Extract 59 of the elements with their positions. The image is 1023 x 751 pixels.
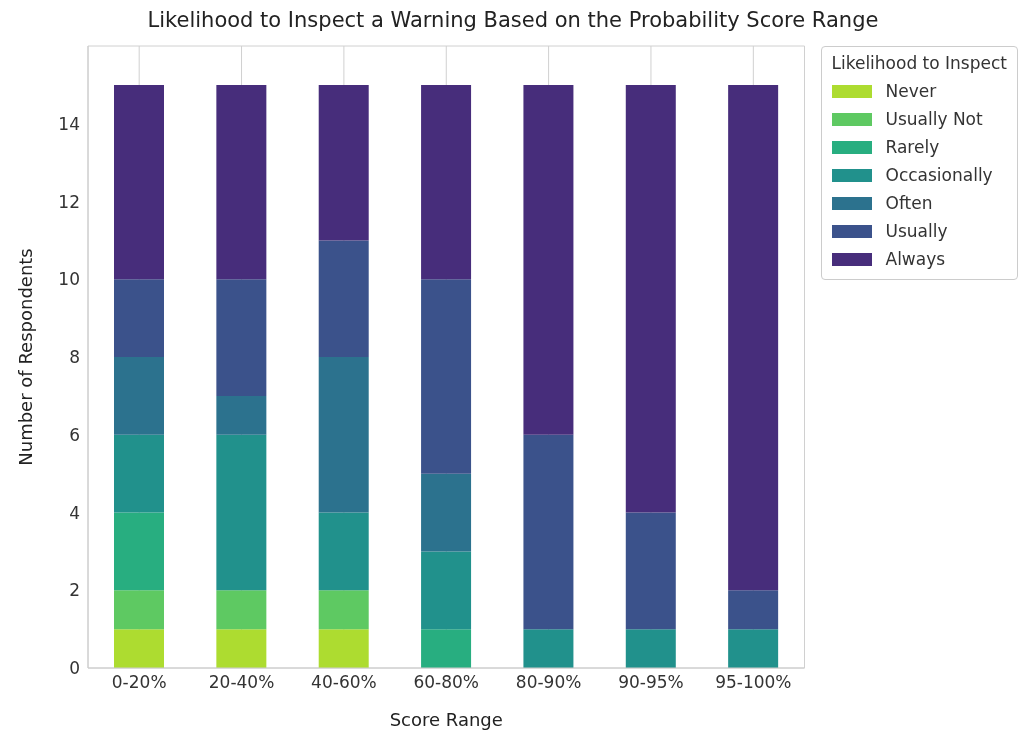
legend-label: Rarely <box>885 137 940 157</box>
bar <box>216 629 267 668</box>
bar <box>114 629 164 668</box>
bar <box>114 279 164 357</box>
bar <box>318 512 369 591</box>
y-tick-label: 10 <box>58 269 80 290</box>
bar <box>114 84 164 280</box>
legend-title: Likelihood to Inspect <box>831 53 1007 73</box>
chart-title: Likelihood to Inspect a Warning Based on the Probability Score Range <box>146 8 880 32</box>
bar <box>216 590 267 630</box>
bar <box>318 240 369 357</box>
y-tick-label: 8 <box>69 347 80 368</box>
bar <box>421 629 472 668</box>
bar <box>318 357 369 513</box>
bar <box>523 629 574 668</box>
bar <box>523 434 574 630</box>
y-tick-label: 14 <box>58 113 80 134</box>
legend-label: Usually <box>885 221 948 241</box>
x-tick-label: 60-80% <box>413 672 480 693</box>
bar <box>625 84 676 513</box>
bar <box>114 512 164 591</box>
legend-label: Usually Not <box>885 109 983 129</box>
y-tick-label: 4 <box>69 502 80 523</box>
y-axis-title: Number of Respondents <box>15 248 37 466</box>
y-tick-label: 2 <box>69 580 80 601</box>
bar <box>421 551 472 630</box>
legend-label: Often <box>885 193 933 213</box>
legend-label: Always <box>885 249 946 269</box>
y-tick-label: 12 <box>58 191 80 212</box>
bar <box>318 84 369 241</box>
bar <box>421 473 472 552</box>
x-axis-title: Score Range <box>389 709 503 730</box>
y-tick-label: 6 <box>69 424 80 445</box>
x-tick-label: 95-100% <box>715 672 792 693</box>
bar <box>421 84 472 280</box>
x-tick-label: 40-60% <box>311 672 377 693</box>
legend-label: Occasionally <box>885 165 993 185</box>
x-tick-label: 20-40% <box>208 672 275 693</box>
bar <box>728 629 779 668</box>
bar <box>523 84 574 435</box>
bar <box>216 434 267 591</box>
bar <box>728 590 779 630</box>
bar <box>728 84 779 591</box>
bar <box>216 395 267 435</box>
legend-label: Never <box>885 81 937 101</box>
bar <box>625 629 676 668</box>
x-tick-label: 0-20% <box>111 672 167 693</box>
bar <box>114 434 164 513</box>
bar <box>114 590 164 630</box>
bar <box>216 279 267 396</box>
bar <box>114 357 164 435</box>
bar <box>421 279 472 474</box>
bar <box>625 512 676 630</box>
bar <box>318 590 369 630</box>
bar <box>318 629 369 668</box>
x-tick-label: 80-90% <box>515 672 582 693</box>
x-tick-label: 90-95% <box>618 672 684 693</box>
bar <box>216 84 267 280</box>
y-tick-label: 0 <box>69 658 80 679</box>
